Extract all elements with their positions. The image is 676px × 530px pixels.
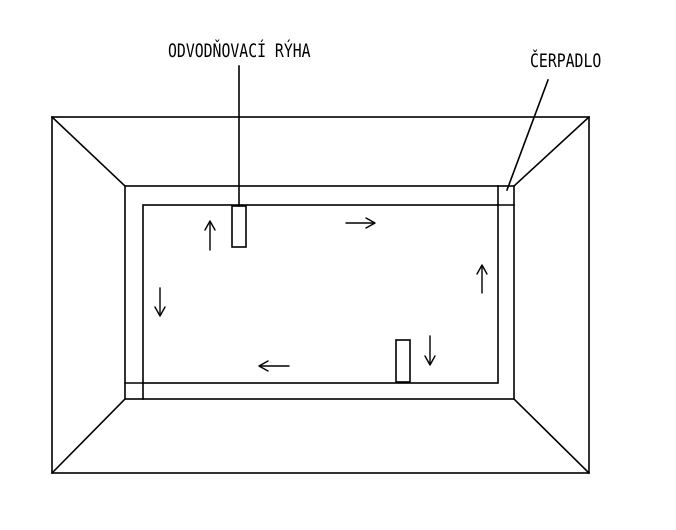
slope-line-bottom-right xyxy=(512,397,591,475)
trench-outer-edge xyxy=(124,185,515,400)
drainage-trench-label: ODVODŇOVACÍ RÝHA xyxy=(168,38,311,63)
drainage-trench-box-top xyxy=(231,205,247,248)
flow-arrow-top-right xyxy=(345,217,376,229)
drainage-trench-box-bottom xyxy=(395,339,411,383)
trench-inner-edge xyxy=(142,204,499,384)
flow-arrow-left-up xyxy=(204,220,216,251)
flow-arrow-bottom-left xyxy=(258,360,290,372)
pump-leader-line xyxy=(505,78,550,192)
flow-arrow-right-up xyxy=(476,264,488,294)
pump-label: ČERPADLO xyxy=(530,48,601,73)
flow-arrow-bottom-down xyxy=(424,335,436,366)
slope-line-top-left xyxy=(50,115,127,188)
slope-line-top-right xyxy=(512,115,591,188)
flow-arrow-left-down xyxy=(154,287,166,317)
excavation-outer-edge xyxy=(51,116,590,474)
slope-line-bottom-left xyxy=(50,397,127,475)
